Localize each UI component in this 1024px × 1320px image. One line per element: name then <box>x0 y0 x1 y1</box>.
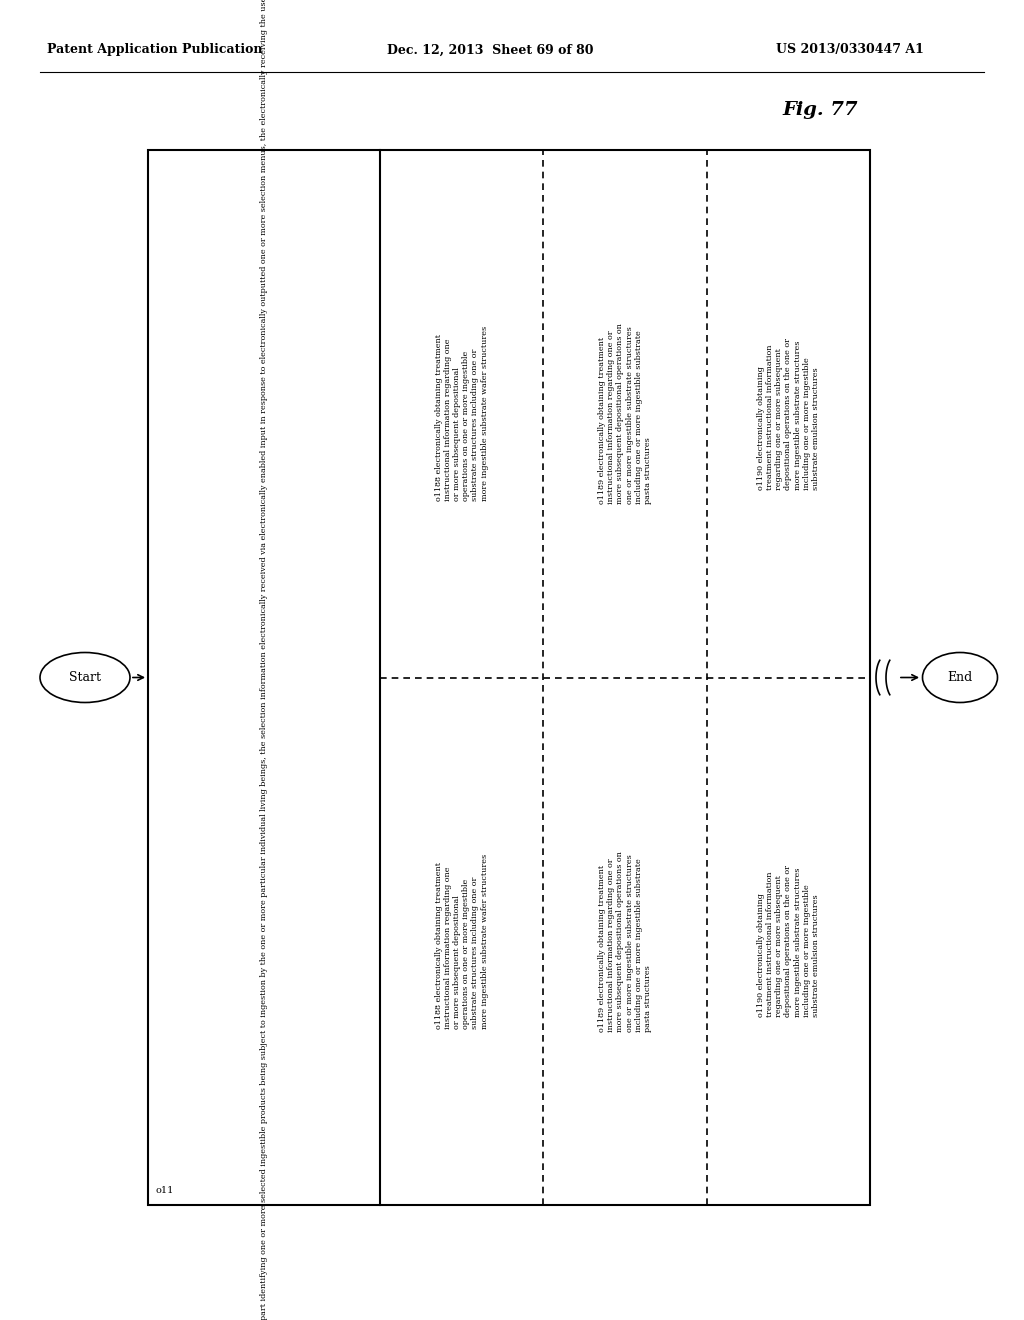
Text: o1190 electronically obtaining
treatment instructional information
regarding one: o1190 electronically obtaining treatment… <box>757 338 820 490</box>
Text: End: End <box>947 671 973 684</box>
Text: Fig. 77: Fig. 77 <box>782 102 858 119</box>
Text: o1188 electronically obtaining treatment
instructional information regarding one: o1188 electronically obtaining treatment… <box>434 326 488 502</box>
Text: o11: o11 <box>156 1185 174 1195</box>
Text: Patent Application Publication: Patent Application Publication <box>47 44 263 57</box>
Text: o1188 electronically obtaining treatment
instructional information regarding one: o1188 electronically obtaining treatment… <box>434 854 488 1028</box>
Text: o1190 electronically obtaining
treatment instructional information
regarding one: o1190 electronically obtaining treatment… <box>757 865 820 1018</box>
Text: o1189 electronically obtaining treatment
instructional information regarding one: o1189 electronically obtaining treatment… <box>598 323 652 504</box>
Text: electronically receiving user status information regarding one or more particula: electronically receiving user status inf… <box>260 0 268 1320</box>
Text: Start: Start <box>69 671 101 684</box>
Text: US 2013/0330447 A1: US 2013/0330447 A1 <box>776 44 924 57</box>
Text: o1189 electronically obtaining treatment
instructional information regarding one: o1189 electronically obtaining treatment… <box>598 851 652 1032</box>
Ellipse shape <box>40 652 130 702</box>
Text: Dec. 12, 2013  Sheet 69 of 80: Dec. 12, 2013 Sheet 69 of 80 <box>387 44 593 57</box>
Ellipse shape <box>923 652 997 702</box>
